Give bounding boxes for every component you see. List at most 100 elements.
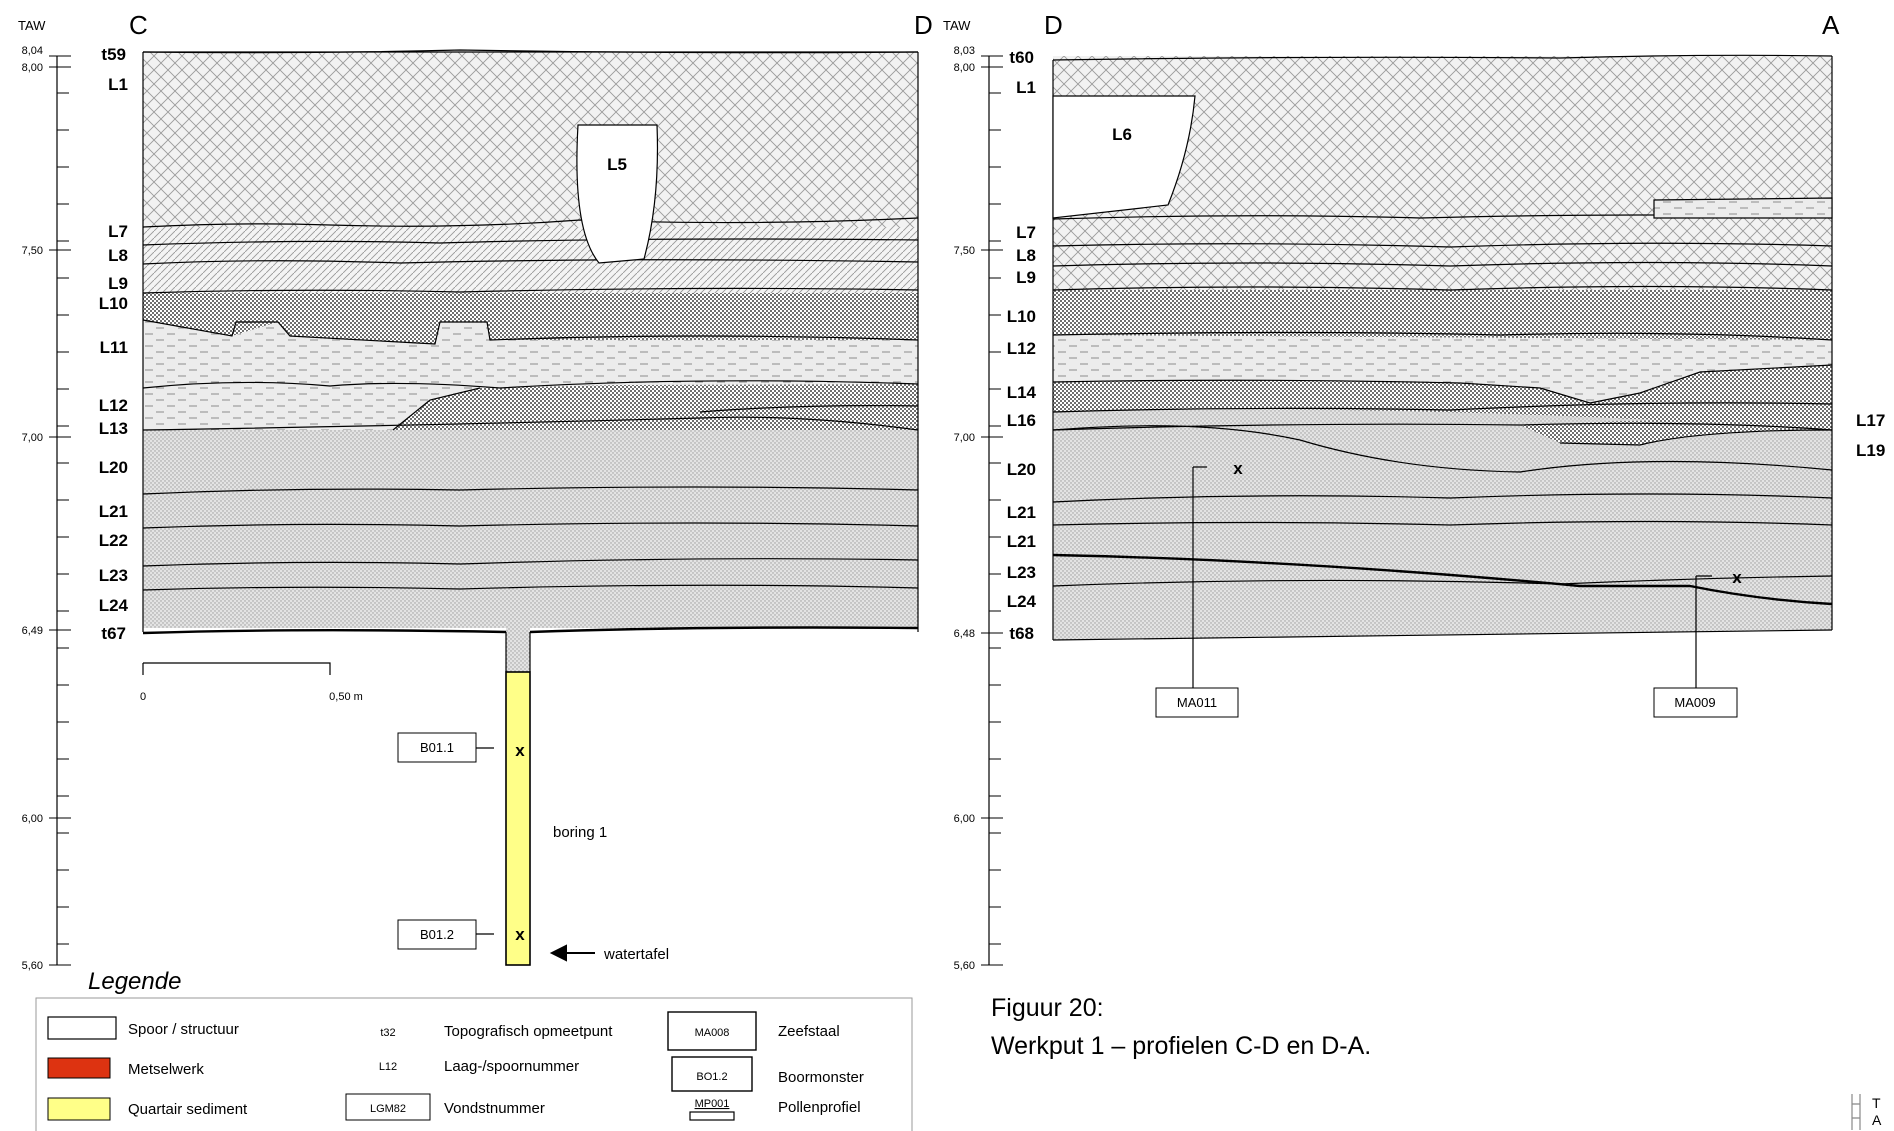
legend-title: Legende [88, 968, 181, 995]
sample-ma009: MA009 [1674, 695, 1715, 710]
axis-da-tick-label: 6,48 [954, 628, 975, 640]
profile-cd: L5 0 0,50 m x x B01.1 B01.2 boring 1 wat… [18, 10, 933, 972]
company-logo: T A [1851, 1094, 1882, 1130]
ma009-marker: x [1732, 568, 1742, 587]
quartair-core [505, 671, 531, 966]
layer-label-cd-l22: L22 [99, 531, 128, 550]
axis-da-tick-label: 5,60 [954, 960, 975, 972]
legend-text-vondst: Vondstnummer [444, 1100, 545, 1117]
logo-letter-t: T [1872, 1095, 1881, 1111]
sample-ma011: MA011 [1177, 695, 1217, 710]
legend-text-metselwerk: Metselwerk [128, 1061, 204, 1078]
ma011-marker: x [1233, 459, 1243, 478]
b012-marker: x [515, 925, 525, 944]
layer-label-da-l10: L10 [1007, 307, 1036, 326]
layer-label-cd-l8: L8 [108, 246, 128, 265]
legend-symbol-ma008: MA008 [695, 1027, 730, 1039]
point-t60: t60 [1009, 48, 1034, 67]
layer-label-cd-l20: L20 [99, 458, 128, 477]
legend-text-laag: Laag-/spoornummer [444, 1058, 579, 1075]
scale-end-label: 0,50 m [329, 691, 363, 703]
layer-label-cd-l9: L9 [108, 274, 128, 293]
layer-label-cd-l7: L7 [108, 222, 128, 241]
legend-swatch-metselwerk [47, 1057, 111, 1079]
legend: Legende Spoor / structuur Metselwerk Qua… [35, 968, 913, 1131]
caption-line-2: Werkput 1 – profielen C-D en D-A. [991, 1032, 1371, 1060]
caption-line-1: Figuur 20: [991, 994, 1104, 1022]
axis-da: 8,03 8,00 7,50 7,00 6,48 6,00 5,60 TAW [943, 18, 1003, 972]
axis-cd-tick-label: 7,50 [22, 245, 43, 257]
feature-strip [1653, 197, 1833, 219]
layer-label-cd-l10: L10 [99, 294, 128, 313]
taw-label-cd: TAW [18, 18, 46, 33]
corner-d-right: D [914, 10, 933, 40]
axis-cd-tick-label: 5,60 [22, 960, 43, 972]
legend-text-quartair: Quartair sediment [128, 1101, 248, 1118]
layer-label-da-l14: L14 [1007, 383, 1037, 402]
legend-text-pollen: Pollenprofiel [778, 1099, 861, 1116]
layer-label-da-l21: L21 [1007, 503, 1036, 522]
layer-label-da-l7: L7 [1016, 223, 1036, 242]
legend-text-boormonster: Boormonster [778, 1069, 864, 1086]
legend-swatch-quartair [47, 1097, 111, 1121]
logo-letter-a: A [1872, 1112, 1882, 1128]
axis-cd-tick-label: 7,00 [22, 432, 43, 444]
axis-da-tick-label: 7,50 [954, 245, 975, 257]
point-t68: t68 [1009, 624, 1034, 643]
feature-l5 [576, 124, 659, 264]
layer-label-da-right-l19: L19 [1856, 441, 1885, 460]
sample-b012: B01.2 [420, 927, 454, 942]
layer-label-da-l1: L1 [1016, 78, 1036, 97]
legend-symbol-bo12: BO1.2 [696, 1071, 727, 1083]
axis-da-tick-label: 8,00 [954, 62, 975, 74]
legend-symbol-lgm82: LGM82 [370, 1103, 406, 1115]
layer-label-da-l16: L16 [1007, 411, 1036, 430]
point-t67: t67 [101, 624, 126, 643]
feature-l5-label: L5 [607, 155, 627, 174]
scale-start-label: 0 [140, 691, 146, 703]
axis-cd-tick-label: 8,04 [22, 45, 43, 57]
layer-label-da-l9: L9 [1016, 268, 1036, 287]
legend-symbol-l12: L12 [379, 1061, 397, 1073]
feature-l6 [1052, 95, 1196, 219]
layer-label-cd-l13: L13 [99, 419, 128, 438]
boring-top-fill [506, 628, 530, 672]
boring-label: boring 1 [553, 824, 607, 841]
layer-label-cd-l12: L12 [99, 396, 128, 415]
layer-label-cd-l24: L24 [99, 596, 129, 615]
taw-label-da: TAW [943, 18, 971, 33]
layer-l1-da-fill [1053, 56, 1832, 290]
layer-label-da-l20: L20 [1007, 460, 1036, 479]
layer-l10-da-fill [1053, 290, 1832, 340]
axis-cd: 8,04 8,00 7,50 7,00 6,49 6,00 5,60 TAW [18, 18, 71, 972]
arrow-left-icon [549, 944, 595, 962]
layer-label-da-l8: L8 [1016, 246, 1036, 265]
axis-cd-tick-label: 6,49 [22, 625, 43, 637]
watertable-label: watertafel [603, 946, 669, 963]
axis-da-tick-label: 7,00 [954, 432, 975, 444]
b011-marker: x [515, 741, 525, 760]
scale-bar: 0 0,50 m [140, 662, 363, 703]
legend-symbol-t32: t32 [380, 1027, 395, 1039]
layer-l1-fill [143, 52, 918, 227]
layer-l10-fill [143, 293, 918, 344]
layer-label-cd-l21: L21 [99, 502, 128, 521]
axis-da-tick-label: 8,03 [954, 45, 975, 57]
layer-label-da-l12: L12 [1007, 339, 1036, 358]
axis-cd-tick-label: 6,00 [22, 813, 43, 825]
legend-symbol-mp001: MP001 [695, 1098, 730, 1110]
point-t59: t59 [101, 45, 126, 64]
layer-l20-l24-fill [143, 430, 918, 628]
legend-swatch-spoor [47, 1016, 117, 1040]
corner-c: C [129, 10, 148, 40]
layer-l12-da-fill [1053, 335, 1832, 403]
layer-label-cd-l1: L1 [108, 75, 128, 94]
corner-a: A [1822, 10, 1840, 40]
layer-l11-fill [143, 320, 918, 388]
legend-text-topografisch: Topografisch opmeetpunt [444, 1023, 613, 1040]
legend-text-zeefstaal: Zeefstaal [778, 1023, 840, 1040]
layer-label-da-right-l17: L17 [1856, 411, 1885, 430]
axis-da-tick-label: 6,00 [954, 813, 975, 825]
layer-label-da-l24: L24 [1007, 592, 1037, 611]
